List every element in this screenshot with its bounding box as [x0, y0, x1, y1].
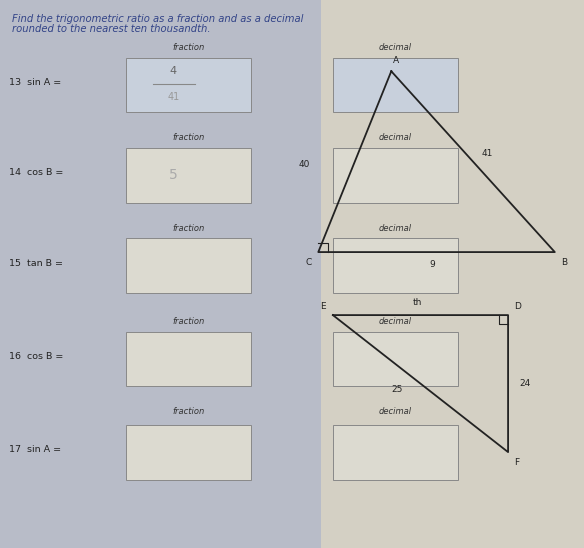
Text: 16  cos B =: 16 cos B =: [9, 352, 63, 361]
Text: fraction: fraction: [172, 317, 204, 326]
FancyBboxPatch shape: [126, 238, 251, 293]
Text: decimal: decimal: [379, 224, 412, 233]
Text: D: D: [514, 302, 521, 311]
FancyBboxPatch shape: [126, 425, 251, 480]
Text: decimal: decimal: [379, 43, 412, 52]
Text: E: E: [320, 302, 326, 311]
Text: fraction: fraction: [172, 43, 204, 52]
Text: 13  sin A =: 13 sin A =: [9, 78, 61, 87]
Text: A: A: [393, 56, 399, 65]
FancyBboxPatch shape: [333, 238, 458, 293]
FancyBboxPatch shape: [126, 332, 251, 386]
Text: fraction: fraction: [172, 224, 204, 233]
FancyBboxPatch shape: [126, 58, 251, 112]
Text: F: F: [514, 458, 519, 466]
FancyBboxPatch shape: [333, 148, 458, 203]
Text: decimal: decimal: [379, 408, 412, 416]
Text: decimal: decimal: [379, 134, 412, 142]
FancyBboxPatch shape: [126, 148, 251, 203]
Text: decimal: decimal: [379, 317, 412, 326]
Text: 14  cos B =: 14 cos B =: [9, 168, 63, 177]
Text: fraction: fraction: [172, 134, 204, 142]
FancyBboxPatch shape: [333, 58, 458, 112]
Text: 40: 40: [298, 160, 310, 169]
Text: 41: 41: [482, 149, 493, 158]
Text: 9: 9: [429, 260, 435, 269]
FancyBboxPatch shape: [333, 425, 458, 480]
Text: th: th: [413, 298, 422, 307]
Text: 15  tan B =: 15 tan B =: [9, 259, 62, 267]
FancyBboxPatch shape: [0, 0, 321, 548]
FancyBboxPatch shape: [333, 332, 458, 386]
Text: 4: 4: [170, 66, 177, 76]
Text: fraction: fraction: [172, 408, 204, 416]
Text: C: C: [305, 258, 311, 266]
Text: 41: 41: [167, 92, 179, 102]
Text: B: B: [561, 258, 566, 266]
Text: 17  sin A =: 17 sin A =: [9, 445, 61, 454]
Text: Find the trigonometric ratio as a fraction and as a decimal: Find the trigonometric ratio as a fracti…: [12, 14, 303, 24]
Text: 24: 24: [520, 379, 531, 388]
Text: 5: 5: [169, 168, 178, 182]
Text: rounded to the nearest ten thousandth.: rounded to the nearest ten thousandth.: [12, 24, 210, 34]
Text: 25: 25: [392, 385, 403, 393]
